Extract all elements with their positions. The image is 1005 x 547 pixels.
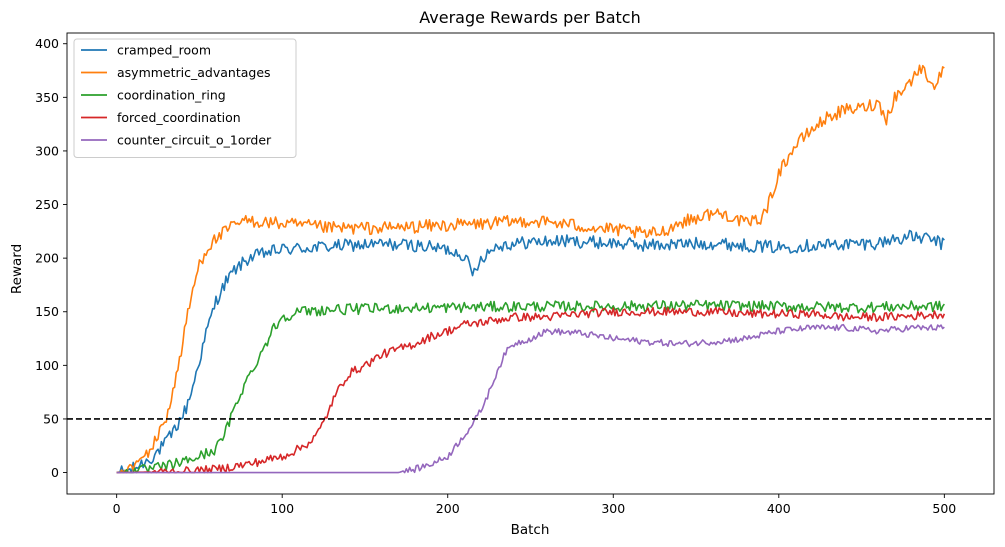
legend: cramped_room asymmetric_advantagescoordin… bbox=[73, 38, 297, 158]
y-axis-title: Reward bbox=[9, 244, 25, 294]
x-tick-label: 100 bbox=[270, 501, 294, 516]
plot-area bbox=[66, 32, 995, 495]
y-tick-label: 0 bbox=[51, 465, 59, 480]
legend-box bbox=[73, 38, 297, 158]
x-tick-label: 0 bbox=[113, 501, 121, 516]
legend-label-asymmetric_advantages: asymmetric_advantages bbox=[117, 65, 271, 80]
y-axis-ticks: 0 50 100 150 200 250 300 350 400 bbox=[35, 36, 67, 480]
y-tick-label: 200 bbox=[35, 251, 59, 266]
x-tick-label: 300 bbox=[601, 501, 625, 516]
x-axis-title: Batch bbox=[511, 522, 550, 538]
series-line-counter_circuit_o_1order bbox=[116, 323, 945, 474]
x-tick-label: 500 bbox=[932, 501, 956, 516]
legend-label-cramped_room: cramped_room bbox=[117, 43, 211, 58]
series-line-asymmetric_advantages bbox=[116, 64, 945, 474]
legend-label-forced_coordination: forced_coordination bbox=[117, 110, 241, 125]
y-tick-label: 250 bbox=[35, 197, 59, 212]
x-tick-label: 400 bbox=[767, 501, 791, 516]
series-line-forced_coordination bbox=[116, 306, 946, 474]
legend-label-coordination_ring: coordination_ring bbox=[117, 88, 226, 103]
chart-title: Average Rewards per Batch bbox=[419, 8, 640, 27]
y-tick-label: 400 bbox=[35, 36, 59, 51]
y-tick-label: 300 bbox=[35, 143, 59, 158]
y-tick-label: 100 bbox=[35, 358, 59, 373]
y-tick-label: 350 bbox=[35, 90, 59, 105]
series-line-coordination_ring bbox=[116, 299, 945, 474]
legend-label-counter_circuit_o_1order: counter_circuit_o_1order bbox=[117, 133, 272, 148]
series-line-cramped_room bbox=[116, 229, 945, 474]
x-tick-label: 200 bbox=[436, 501, 460, 516]
x-axis-ticks: 0 100 200 300 400 500 bbox=[113, 494, 956, 516]
y-tick-label: 150 bbox=[35, 304, 59, 319]
plot-frame bbox=[66, 32, 995, 495]
y-tick-label: 50 bbox=[43, 411, 59, 426]
